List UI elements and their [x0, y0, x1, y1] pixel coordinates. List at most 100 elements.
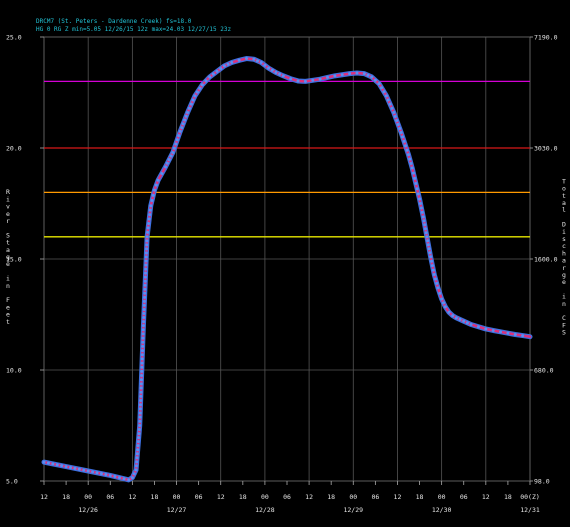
- forecast-point: [333, 74, 337, 78]
- forecast-point: [142, 307, 146, 311]
- forecast-point: [434, 277, 437, 281]
- forecast-point: [198, 86, 202, 90]
- forecast-point: [139, 378, 143, 382]
- forecast-point: [296, 79, 300, 83]
- forecast-point: [152, 188, 156, 192]
- forecast-point: [421, 215, 425, 219]
- forecast-point: [140, 374, 144, 378]
- forecast-point: [165, 161, 169, 165]
- axis-label-char: h: [562, 249, 566, 257]
- forecast-point: [138, 424, 142, 427]
- forecast-point: [141, 336, 145, 340]
- forecast-point: [404, 144, 408, 148]
- forecast-point: [177, 134, 181, 138]
- forecast-point: [419, 206, 423, 210]
- forecast-point: [143, 291, 147, 295]
- forecast-point: [91, 470, 95, 474]
- forecast-point: [143, 275, 147, 279]
- axis-label-char: r: [6, 217, 10, 225]
- axis-label-char: e: [6, 210, 10, 218]
- forecast-point: [399, 130, 403, 134]
- chart-subtitle: HG 0 RG Z min=5.05 12/26/15 12z max=24.0…: [36, 26, 231, 33]
- forecast-point: [142, 299, 146, 303]
- x-date-label: 12/26: [78, 506, 98, 514]
- forecast-point: [422, 219, 426, 223]
- forecast-point: [462, 319, 466, 323]
- forecast-point: [55, 463, 59, 467]
- forecast-point: [147, 217, 151, 221]
- forecast-point: [134, 468, 138, 472]
- forecast-point: [135, 456, 139, 460]
- forecast-point: [441, 301, 445, 305]
- x-tick-label: 00: [261, 493, 269, 501]
- forecast-point: [146, 230, 150, 234]
- forecast-point: [252, 57, 256, 61]
- forecast-point: [143, 287, 147, 291]
- forecast-point: [380, 86, 383, 90]
- x-tick-label: 12: [128, 493, 136, 501]
- forecast-point: [138, 411, 142, 415]
- axis-label-char: a: [6, 246, 10, 254]
- forecast-point: [263, 63, 267, 67]
- axis-label-char: t: [6, 239, 10, 247]
- forecast-point: [423, 223, 427, 227]
- axis-label-char: n: [6, 282, 10, 290]
- x-date-label: 12/28: [255, 506, 275, 514]
- x-tick-label: 12: [217, 493, 225, 501]
- grid: [43, 36, 531, 482]
- forecast-point: [51, 462, 55, 466]
- forecast-point: [411, 171, 415, 175]
- forecast-point: [139, 390, 143, 394]
- x-tick-label: 18: [416, 493, 424, 501]
- forecast-point: [69, 465, 73, 469]
- forecast-point: [230, 61, 234, 65]
- forecast-point: [164, 165, 167, 169]
- forecast-point: [137, 428, 141, 432]
- forecast-point: [426, 243, 430, 247]
- forecast-point: [142, 320, 146, 324]
- observed-line: [42, 57, 532, 482]
- forecast-point: [513, 332, 517, 336]
- axis-label-char: a: [562, 257, 566, 265]
- forecast-point: [130, 476, 134, 480]
- x-tick-label: 00(Z): [520, 493, 540, 501]
- forecast-point: [143, 279, 147, 283]
- forecast-point: [144, 263, 148, 267]
- forecast-point: [108, 473, 112, 477]
- forecast-point: [64, 465, 68, 469]
- forecast-point: [215, 69, 219, 73]
- y-tick-label: 15.0: [6, 256, 22, 264]
- forecast-point: [484, 327, 488, 331]
- forecast-point: [208, 75, 212, 79]
- forecast-point: [326, 75, 329, 79]
- y-tick-label: 5.0: [6, 478, 18, 486]
- y2-tick-label: 3030.0: [534, 145, 558, 153]
- forecast-point: [423, 227, 427, 231]
- axis-label-char: t: [562, 192, 566, 200]
- forecast-point: [281, 74, 285, 78]
- forecast-point: [384, 94, 388, 98]
- forecast-point: [414, 182, 418, 186]
- x-tick-label: 06: [371, 493, 379, 501]
- axis-label-char: i: [562, 293, 566, 301]
- forecast-point: [139, 399, 143, 403]
- axis-label-char: c: [562, 242, 566, 250]
- axis-label-char: S: [6, 231, 10, 239]
- forecast-point: [148, 213, 152, 217]
- forecast-point: [140, 357, 144, 361]
- forecast-point: [42, 460, 46, 464]
- forecast-point: [418, 202, 422, 205]
- forecast-point: [77, 467, 81, 471]
- axis-label-char: S: [562, 329, 566, 337]
- forecast-point: [171, 150, 175, 154]
- forecast-point: [132, 472, 136, 476]
- forecast-point: [413, 176, 417, 180]
- forecast-point: [138, 407, 142, 411]
- forecast-point: [204, 79, 208, 83]
- axis-label-char: C: [562, 314, 566, 322]
- forecast-point: [382, 90, 386, 94]
- x-tick-label: 00: [173, 493, 181, 501]
- axis-label-char: R: [6, 188, 10, 196]
- forecast-point: [405, 148, 409, 152]
